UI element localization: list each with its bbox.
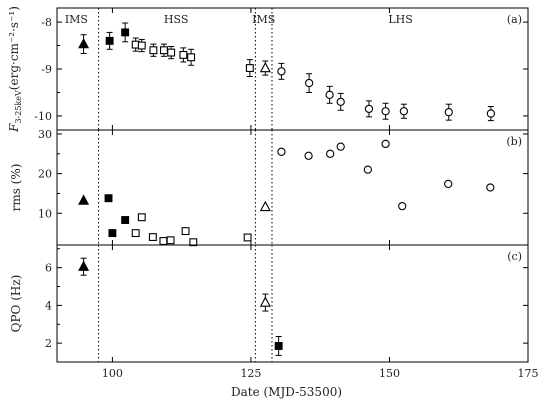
data-point-circle-open bbox=[486, 183, 495, 192]
data-point-circle-open bbox=[363, 165, 373, 174]
data-point-square-open bbox=[243, 233, 252, 242]
panel-a-label: (a) bbox=[507, 13, 522, 26]
data-point-circle-open bbox=[364, 104, 374, 114]
panel-a-ylabel-sub: 3-25keV bbox=[14, 90, 23, 124]
data-point-square-filled bbox=[121, 28, 130, 37]
panel-b-y-tick-label: 20 bbox=[38, 168, 52, 181]
data-point-square-filled bbox=[105, 36, 114, 45]
region-label: IMS bbox=[252, 13, 275, 26]
panel-c-y-tick-label: 6 bbox=[45, 262, 52, 275]
x-tick-label: 100 bbox=[102, 367, 123, 380]
data-point-square-open bbox=[159, 46, 168, 55]
x-tick-label: 125 bbox=[240, 367, 261, 380]
data-point-square-filled bbox=[104, 194, 113, 203]
region-label: LHS bbox=[388, 13, 412, 26]
data-point-circle-open bbox=[325, 90, 334, 99]
x-tick-label: 150 bbox=[379, 367, 400, 380]
data-point-square-open bbox=[137, 41, 146, 50]
panel-a-y-axis-label: F3-25keV(erg·cm⁻²·s⁻¹) bbox=[7, 6, 23, 133]
panel-a-frame bbox=[56, 7, 529, 131]
data-point-triangle-filled bbox=[78, 194, 90, 205]
region-label: HSS bbox=[164, 13, 188, 26]
data-point-circle-open bbox=[304, 78, 314, 88]
panel-b: 10 20 30 (b) rms (%) bbox=[9, 128, 529, 247]
data-point-square-open bbox=[179, 50, 188, 59]
data-point-circle-open bbox=[277, 147, 286, 156]
panel-a-y-tick-label: -9 bbox=[41, 63, 52, 76]
data-point-square-open bbox=[187, 53, 196, 62]
data-point-circle-open bbox=[336, 142, 345, 151]
data-point-circle-open bbox=[381, 139, 390, 149]
data-point-triangle-filled bbox=[78, 260, 90, 271]
data-point-square-open bbox=[181, 227, 190, 236]
data-point-square-open bbox=[131, 229, 140, 238]
data-point-circle-open bbox=[398, 201, 407, 211]
panel-c-y-tick-label: 2 bbox=[45, 337, 52, 350]
data-point-circle-open bbox=[444, 179, 453, 189]
panel-a-ylabel-unit: (erg·cm⁻²·s⁻¹) bbox=[7, 6, 21, 90]
data-point-square-filled bbox=[108, 229, 117, 238]
data-point-circle-open bbox=[304, 151, 313, 160]
x-tick-label: 175 bbox=[518, 367, 539, 380]
data-point-circle-open bbox=[336, 97, 345, 106]
panel-a-ylabel-main: F bbox=[7, 123, 21, 133]
data-point-triangle-open bbox=[259, 200, 271, 212]
data-point-square-filled bbox=[274, 342, 283, 350]
data-point-square-open bbox=[166, 236, 175, 245]
data-point-circle-open bbox=[381, 107, 390, 116]
data-point-square-open bbox=[149, 46, 158, 55]
region-label: IMS bbox=[65, 13, 88, 26]
data-point-circle-open bbox=[399, 107, 409, 116]
panel-b-y-axis-label: rms (%) bbox=[9, 164, 23, 212]
data-point-circle-open bbox=[486, 109, 496, 118]
panel-b-y-tick-label: 30 bbox=[38, 128, 52, 141]
data-point-circle-open bbox=[277, 67, 286, 76]
data-point-circle-open bbox=[444, 108, 453, 117]
data-point-triangle-open bbox=[259, 61, 271, 73]
panel-c-y-tick-label: 4 bbox=[45, 299, 52, 312]
panel-a-y-tick-label: -10 bbox=[34, 110, 52, 123]
panel-c-label: (c) bbox=[507, 250, 522, 263]
panel-a-y-tick-label: -8 bbox=[41, 16, 52, 29]
data-point-triangle-filled bbox=[78, 37, 90, 49]
data-point-square-open bbox=[189, 238, 198, 247]
panel-c-y-axis-label: QPO (Hz) bbox=[9, 275, 23, 333]
panel-c-frame bbox=[56, 244, 529, 363]
panel-c: 2 4 6 (c) QPO (Hz) bbox=[9, 245, 529, 362]
data-point-square-open bbox=[159, 237, 168, 245]
panel-b-y-tick-label: 10 bbox=[38, 207, 52, 220]
data-point-square-open bbox=[245, 64, 254, 73]
x-axis-label: Date (MJD-53500) bbox=[231, 385, 342, 399]
data-point-circle-open bbox=[326, 149, 335, 158]
data-point-square-open bbox=[167, 48, 176, 57]
panel-b-label: (b) bbox=[506, 135, 522, 148]
data-point-triangle-open bbox=[259, 296, 271, 307]
data-point-square-filled bbox=[121, 216, 130, 224]
x-axis: 100 125 150 175 bbox=[102, 367, 539, 380]
data-point-square-open bbox=[148, 233, 157, 242]
panel-a: -8 -9 -10 (a) F3-25keV(erg·cm⁻²·s⁻¹) IMS HS… bbox=[7, 6, 529, 133]
panel-b-frame bbox=[56, 129, 529, 246]
data-point-square-open bbox=[137, 213, 146, 222]
